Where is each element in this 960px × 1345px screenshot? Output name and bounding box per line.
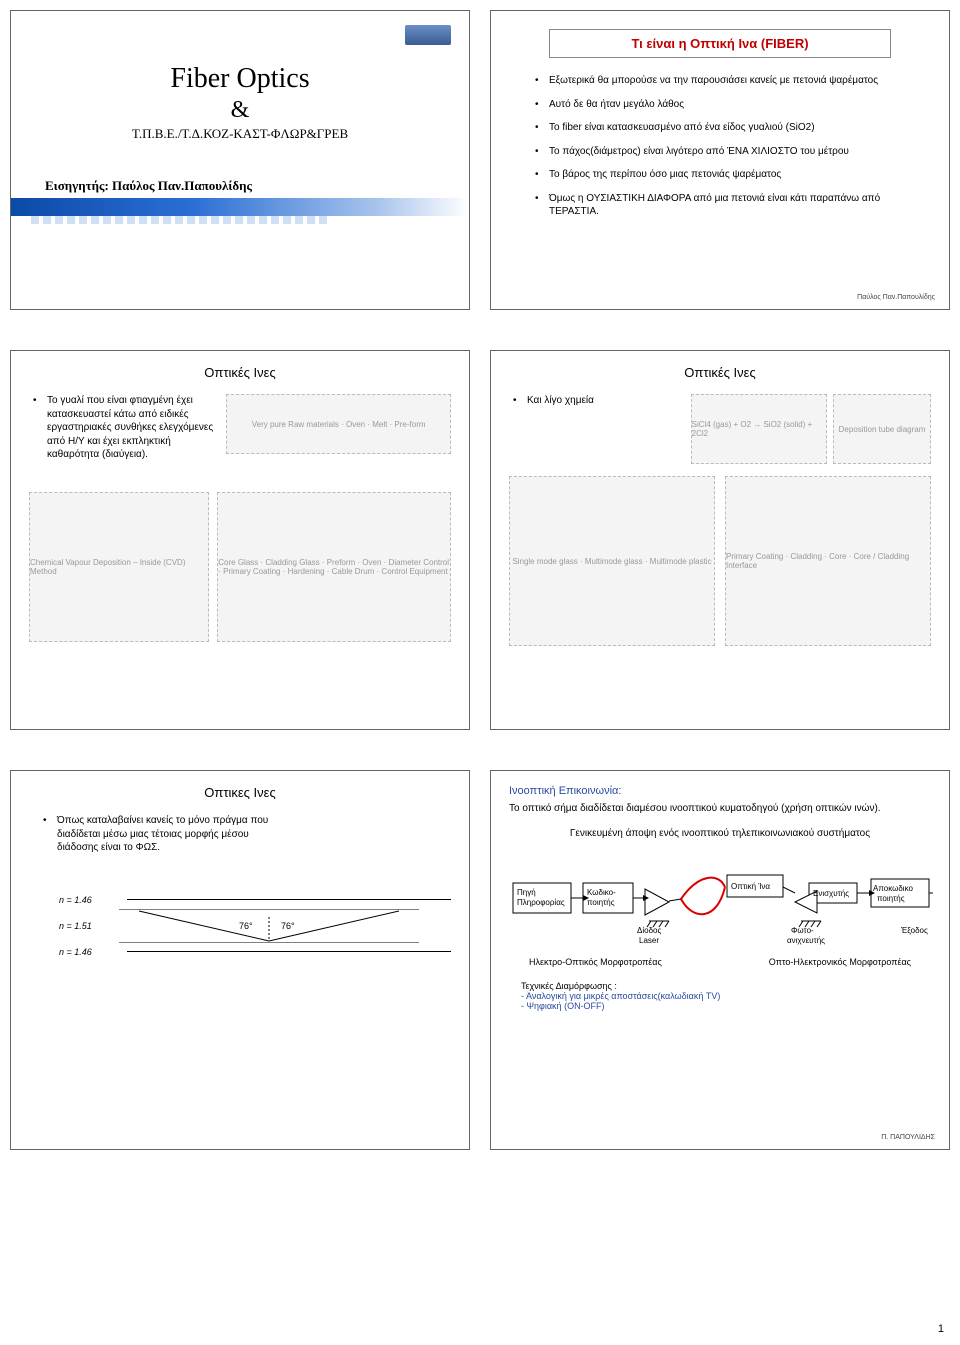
ray-svg: 76° 76° — [119, 909, 419, 943]
n-label: n = 1.51 — [59, 921, 119, 931]
slide-light-propagation: Οπτικες Ινες Όπως καταλαβαίνει κανείς το… — [10, 770, 470, 1150]
logo — [405, 25, 451, 45]
main-title: Fiber Optics — [29, 63, 451, 95]
slide4-text: Και λίγο χημεία — [527, 394, 681, 408]
svg-text:Πηγή: Πηγή — [517, 888, 536, 897]
diagram-caption: SiCl4 (gas) + O2 → SiO2 (solid) + 2Cl2 — [692, 420, 826, 438]
tech-a: - Αναλογική για μικρές αποστάσεις(καλωδι… — [521, 991, 720, 1001]
n-label: n = 1.46 — [59, 895, 119, 905]
slide3-text: Το γυαλί που είναι φτιαγμένη έχει κατασκ… — [47, 394, 216, 462]
decorative-bar — [11, 198, 469, 216]
system-flow-svg: Πηγή Πληροφορίας Κωδικο- ποιητής Δίοδος … — [509, 843, 933, 953]
slide2-title: Τι είναι η Οπτική Ινα (FIBER) — [631, 36, 808, 51]
slide6-title2: Το οπτικό σήμα διαδίδεται διαμέσου ινοοπ… — [509, 803, 931, 814]
svg-text:Δίοδος: Δίοδος — [637, 926, 661, 935]
diagram-caption: Chemical Vapour Deposition – Inside (CVD… — [30, 558, 208, 576]
svg-text:Φωτο-: Φωτο- — [791, 926, 814, 935]
slide2-title-frame: Τι είναι η Οπτική Ινα (FIBER) — [549, 29, 891, 58]
fiber-sizes-diagram: Single mode glass · Multimode glass · Mu… — [509, 476, 715, 646]
main-amp: & — [29, 97, 451, 124]
slide-title: Fiber Optics & Τ.Π.Β.Ε./Τ.Δ.ΚΟΖ-ΚΑΣΤ-ΦΛΩ… — [10, 10, 470, 310]
slide3-heading: Οπτικές Ινες — [29, 365, 451, 380]
diagram-caption: Deposition tube diagram — [839, 425, 926, 434]
diagram-caption: Very pure Raw materials · Oven · Melt · … — [252, 420, 426, 429]
svg-text:ανιχνευτής: ανιχνευτής — [787, 936, 825, 945]
diagram-caption: Core Glass · Cladding Glass · Preform · … — [218, 558, 450, 576]
svg-text:76°: 76° — [281, 921, 295, 931]
cvd-diagram: Chemical Vapour Deposition – Inside (CVD… — [29, 492, 209, 642]
chem-reaction-diagram: SiCl4 (gas) + O2 → SiO2 (solid) + 2Cl2 — [691, 394, 827, 464]
slide-optical-fibers-1: Οπτικές Ινες Το γυαλί που είναι φτιαγμέν… — [10, 350, 470, 730]
n-label: n = 1.46 — [59, 947, 119, 957]
bullet: Εξωτερικά θα μπορούσε να την παρουσιάσει… — [549, 74, 931, 88]
slide2-bullets: Εξωτερικά θα μπορούσε να την παρουσιάσει… — [509, 74, 931, 219]
bullet: Το βάρος της περίπου όσο μιας πετονιάς ψ… — [549, 168, 931, 182]
bullet: Όμως η ΟΥΣΙΑΣΤΙΚΗ ΔΙΑΦΟΡΑ από μια πετονι… — [549, 192, 931, 219]
slide6-title1: Ινοοπτική Επικοινωνία: — [509, 785, 931, 797]
deposition-diagram: Deposition tube diagram — [833, 394, 931, 464]
page-number: 1 — [938, 1323, 944, 1335]
slide4-heading: Οπτικές Ινες — [509, 365, 931, 380]
main-subtitle: Τ.Π.Β.Ε./Τ.Δ.ΚΟΖ-ΚΑΣΤ-ΦΛΩΡ&ΓΡΕΒ — [29, 126, 451, 142]
slide5-heading: Οπτικες Ινες — [29, 785, 451, 800]
slide-fiber-communication: Ινοοπτική Επικοινωνία: Το οπτικό σήμα δι… — [490, 770, 950, 1150]
morph-label-2: Οπτο-Ηλεκτρονικός Μορφοτροπέας — [769, 957, 911, 967]
slide-optical-fibers-2: Οπτικές Ινες Και λίγο χημεία SiCl4 (gas)… — [490, 350, 950, 730]
bullet: Το πάχος(διάμετρος) είναι λιγότερο από Έ… — [549, 145, 931, 159]
svg-text:Laser: Laser — [639, 936, 659, 945]
slide6-subtitle: Γενικευμένη άποψη ενός ινοοπτικού τηλεπι… — [509, 828, 931, 839]
bullet: Το fiber είναι κατασκευασμένο από ένα εί… — [549, 121, 931, 135]
diagram-caption: Single mode glass · Multimode glass · Mu… — [512, 557, 711, 566]
melt-diagram: Very pure Raw materials · Oven · Melt · … — [226, 394, 451, 454]
morph-label-1: Ηλεκτρο-Οπτικός Μορφοτροπέας — [529, 957, 662, 967]
svg-text:ποιητής: ποιητής — [587, 898, 615, 907]
svg-text:Κωδικο-: Κωδικο- — [587, 888, 616, 897]
svg-text:Οπτική Ίνα: Οπτική Ίνα — [731, 882, 770, 891]
svg-text:Πληροφορίας: Πληροφορίας — [517, 898, 565, 907]
slide6-footer: Π. ΠΑΠΟΥΛΙΔΗΣ — [881, 1134, 935, 1141]
svg-text:76°: 76° — [239, 921, 253, 931]
diagram-caption: Primary Coating · Cladding · Core · Core… — [726, 552, 930, 570]
slide-what-is-fiber: Τι είναι η Οπτική Ινα (FIBER) Εξωτερικά … — [490, 10, 950, 310]
slide5-text: Όπως καταλαβαίνει κανείς το μόνο πράγμα … — [57, 814, 269, 855]
draw-tower-diagram: Core Glass · Cladding Glass · Preform · … — [217, 492, 451, 642]
fiber-layers-diagram: Primary Coating · Cladding · Core · Core… — [725, 476, 931, 646]
svg-text:Αποκωδικο: Αποκωδικο — [873, 884, 913, 893]
instructor-line: Εισηγητής: Παύλος Παν.Παπουλίδης — [45, 178, 451, 194]
svg-text:Ενισχυτής: Ενισχυτής — [813, 889, 849, 898]
slide2-footer: Παύλος Παν.Παπουλίδης — [857, 294, 935, 301]
svg-text:ποιητής: ποιητής — [877, 894, 905, 903]
techs-title: Τεχνικές Διαμόρφωσης : — [521, 981, 931, 991]
tech-b: - Ψηφιακή (ON-OFF) — [521, 1001, 605, 1011]
svg-text:Έξοδος: Έξοδος — [900, 926, 928, 935]
refraction-diagram: n = 1.46 n = 1.51 76° 76° — [59, 895, 451, 957]
bullet: Αυτό δε θα ήταν μεγάλο λάθος — [549, 98, 931, 112]
